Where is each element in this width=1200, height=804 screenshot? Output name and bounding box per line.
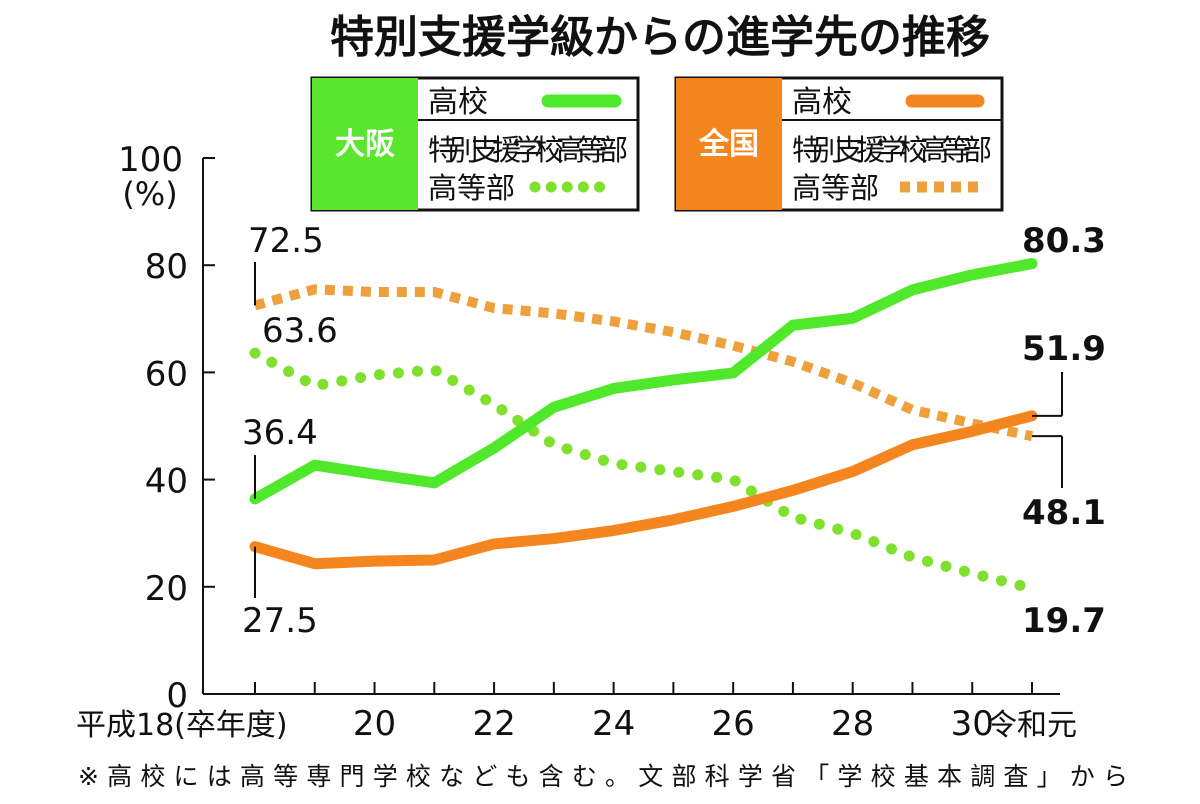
y-tick-label: 80: [145, 247, 188, 287]
data-label: 80.3: [1022, 221, 1106, 261]
data-label: 36.4: [242, 413, 318, 453]
x-tick-label: 20: [353, 704, 396, 744]
legend-national-item-1: 高校: [792, 85, 852, 120]
chart-title: 特別支援学級からの進学先の推移: [330, 12, 990, 63]
x-tick-label: 28: [831, 704, 874, 744]
legend-national-label: 全国: [698, 127, 759, 162]
y-tick-label: 60: [145, 354, 188, 394]
y-tick-label: 100: [118, 140, 183, 180]
legend-osaka: 大阪 高校 特別支援学校高等部 高等部: [312, 78, 638, 210]
series-layer: [255, 263, 1032, 588]
y-axis-unit: (%): [122, 175, 177, 213]
data-label: 63.6: [262, 311, 338, 351]
legend-national-item-2b: 高等部: [792, 171, 879, 205]
data-label: 27.5: [242, 601, 318, 641]
series-line-3: [255, 289, 1032, 436]
legend-osaka-item-2: 特別支援学校高等部: [428, 133, 628, 167]
y-tick-label: 20: [145, 569, 188, 609]
data-label: 51.9: [1022, 329, 1106, 369]
series-line-2: [255, 416, 1032, 564]
data-label: 48.1: [1022, 493, 1106, 533]
x-tick-label: 22: [472, 704, 515, 744]
legend-osaka-label: 大阪: [335, 127, 395, 162]
data-label: 19.7: [1022, 601, 1106, 641]
legend-osaka-item-1: 高校: [428, 85, 488, 120]
x-tick-label: 24: [592, 704, 635, 744]
x-tick-label: 平成18(卒年度): [76, 708, 288, 743]
legend-osaka-item-2b: 高等部: [428, 171, 515, 205]
footnote: ※高校には高等専門学校なども含む。文部科学省「学校基本調査」から: [78, 762, 1128, 791]
data-label: 72.5: [248, 221, 324, 261]
y-tick-label: 40: [145, 462, 188, 502]
x-tick-label: 令和元: [987, 708, 1077, 743]
legend-national-item-2: 特別支援学校高等部: [792, 133, 992, 167]
x-tick-label: 26: [712, 704, 755, 744]
legend-national: 全国 高校 特別支援学校高等部 高等部: [676, 78, 1002, 210]
